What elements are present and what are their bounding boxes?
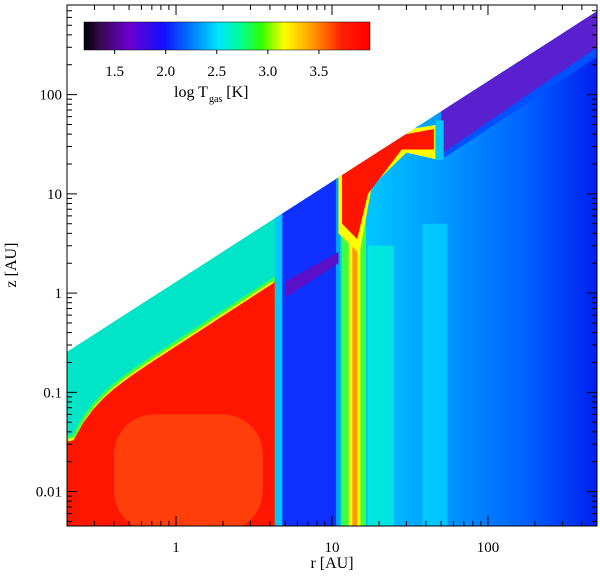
- cold-gap-surface: [285, 251, 339, 298]
- outer-streak: [422, 223, 448, 526]
- plot-area: [67, 6, 597, 526]
- y-tick-label: 0.1: [43, 385, 62, 401]
- x-tick-label: 10: [325, 540, 340, 556]
- colorbar-tick-label: 2.5: [207, 64, 226, 80]
- y-tick-label: 10: [47, 187, 62, 203]
- x-axis-title: r [AU]: [310, 555, 353, 572]
- outer-surface-gap: [435, 120, 444, 160]
- colorbar: 1.5 2.0 2.5 3.0 3.5 log Tgas [K]: [83, 21, 371, 105]
- colorbar-tick-label: 2.0: [156, 64, 175, 80]
- gap-edge: [274, 6, 283, 526]
- colorbar-gradient: [83, 21, 371, 51]
- x-tick-label: 100: [477, 540, 500, 556]
- outer-surface-edge: [441, 47, 597, 160]
- x-tick-label: 1: [172, 540, 180, 556]
- gap-edge: [335, 6, 341, 526]
- disk-region: [67, 6, 597, 526]
- inner-disk-core: [113, 414, 263, 526]
- ring-wall-core: [352, 6, 358, 526]
- axis-ticks: 1 10 100 0.01 0.1 1 10 100: [36, 4, 598, 556]
- colorbar-tick-label: 3.0: [258, 64, 277, 80]
- colorbar-title: log Tgas [K]: [174, 84, 249, 105]
- colorbar-ticks: 1.5 2.0 2.5 3.0 3.5: [105, 50, 328, 80]
- y-tick-label: 100: [40, 88, 63, 104]
- colorbar-tick-label: 1.5: [105, 64, 124, 80]
- outer-streak: [367, 245, 395, 526]
- y-axis-title: z [AU]: [3, 243, 20, 288]
- colorbar-tick-label: 3.5: [310, 64, 329, 80]
- outer-disk-band: [363, 6, 597, 526]
- y-tick-label: 0.01: [36, 485, 62, 501]
- y-tick-label: 1: [55, 286, 63, 302]
